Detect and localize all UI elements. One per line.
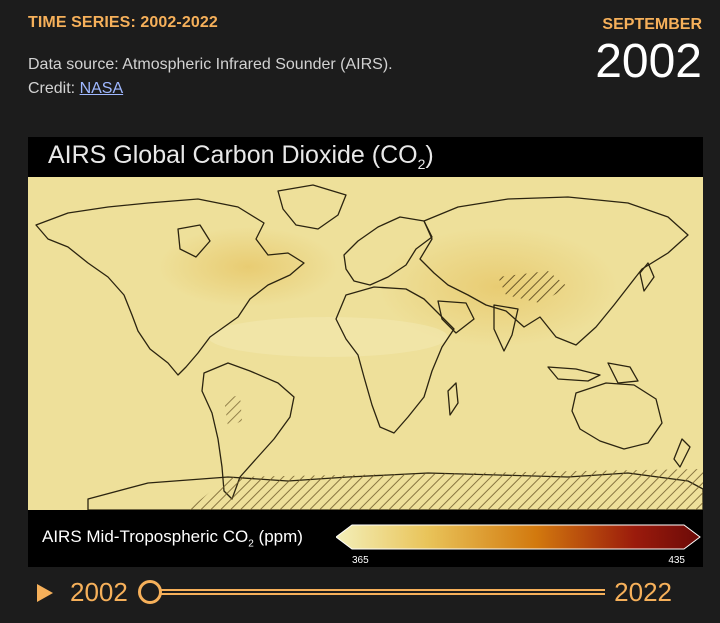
timeline-slider-thumb[interactable] [138,580,162,604]
world-co2-map [28,177,703,510]
timeline-slider-track[interactable] [150,589,605,595]
timeline-start-year: 2002 [70,577,128,607]
warm-region [158,227,338,307]
color-scale-max: 435 [668,555,685,566]
timeline-end-year: 2022 [614,577,672,607]
map-title-main: AIRS Global Carbon Dioxide (CO [48,141,418,169]
color-scale-bar [336,524,701,550]
map-title: AIRS Global Carbon Dioxide (CO2) [48,141,434,172]
credit-prefix: Credit: [28,80,80,97]
source-text: Data source: Atmospheric Infrared Sounde… [28,56,393,73]
hatched-region [498,271,568,303]
legend-label-subscript: 2 [248,538,254,550]
map-title-end: ) [425,141,434,169]
map-panel: AIRS Global Carbon Dioxide (CO2) [28,137,703,567]
timeline-track-inner [150,591,605,593]
credit-line: Credit: NASA [28,77,393,101]
world-map-image [28,177,703,510]
legend-label-end: (ppm) [253,527,303,546]
legend-label-main: AIRS Mid-Tropospheric CO [42,527,249,546]
hatched-region [224,395,242,427]
warm-region [378,227,618,347]
series-title: TIME SERIES: 2002-2022 [28,14,218,31]
nasa-credit-link[interactable]: NASA [79,80,124,97]
month-label: SEPTEMBER [602,16,702,33]
color-scale-min: 365 [352,555,369,566]
map-title-subscript: 2 [417,156,426,172]
hatched-region [188,469,703,510]
current-year: 2002 [595,35,702,88]
legend-label: AIRS Mid-Tropospheric CO2 (ppm) [42,527,303,549]
data-source: Data source: Atmospheric Infrared Sounde… [28,53,393,101]
timeline-controls: 2002 2022 [0,573,720,613]
play-icon[interactable] [37,584,53,602]
